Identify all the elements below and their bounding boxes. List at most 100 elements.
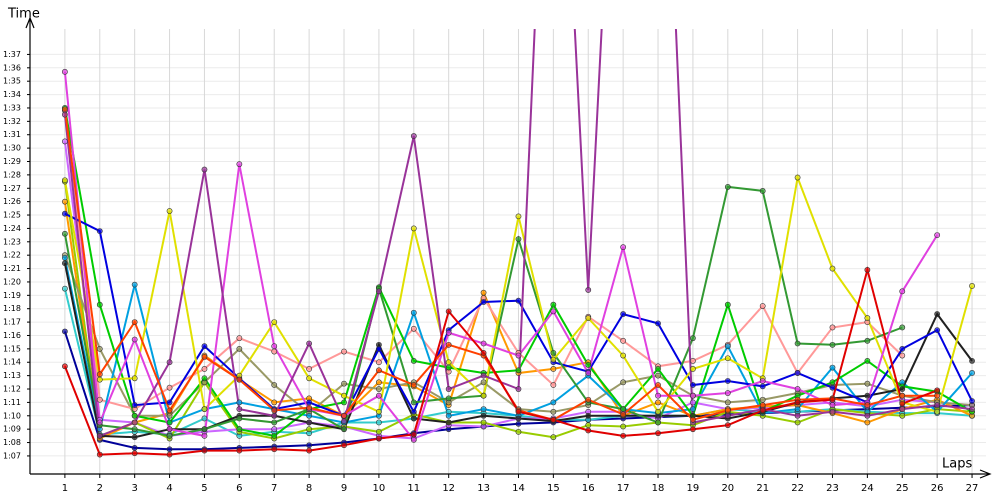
data-point — [655, 320, 661, 327]
data-point — [445, 419, 452, 426]
data-point — [445, 395, 452, 402]
data-point — [690, 399, 696, 406]
data-point — [131, 434, 138, 441]
data-point — [585, 370, 592, 376]
data-point — [620, 352, 627, 359]
data-point — [271, 426, 278, 433]
data-point — [794, 399, 801, 406]
data-point — [724, 184, 731, 190]
data-point — [585, 422, 592, 429]
x-tick-label: 21 — [756, 483, 769, 494]
data-point — [61, 254, 68, 261]
y-tick-label: 1:36 — [3, 63, 21, 72]
x-tick-label: 10 — [373, 483, 386, 494]
data-point — [969, 358, 975, 364]
data-point — [410, 309, 417, 316]
data-point — [655, 392, 661, 399]
data-point — [620, 337, 627, 344]
x-tick-label: 24 — [861, 483, 874, 494]
data-point — [724, 390, 731, 396]
data-point — [341, 399, 347, 406]
x-tick-label: 26 — [931, 483, 944, 494]
data-point — [96, 419, 103, 426]
y-tick-label: 1:34 — [3, 90, 21, 99]
y-tick-label: 1:27 — [3, 184, 21, 193]
data-point — [236, 345, 243, 352]
data-point — [585, 412, 592, 419]
data-point — [236, 406, 243, 412]
data-point — [131, 281, 138, 288]
data-point — [96, 396, 103, 403]
y-tick-label: 1:37 — [3, 50, 21, 59]
y-tick-label: 1:35 — [3, 77, 21, 86]
y-tick-label: 1:23 — [3, 237, 21, 246]
data-point — [271, 412, 278, 419]
data-point — [934, 402, 941, 408]
data-point — [515, 213, 522, 220]
data-point — [794, 174, 801, 181]
data-point — [61, 230, 68, 237]
series-line — [63, 71, 939, 442]
data-point — [96, 228, 103, 234]
data-point — [201, 343, 208, 350]
data-point — [61, 177, 68, 184]
data-point — [655, 399, 661, 406]
data-point — [166, 407, 173, 414]
data-point — [201, 432, 208, 439]
x-tick-label: 18 — [652, 483, 665, 494]
data-point — [341, 392, 347, 399]
data-point — [794, 406, 801, 412]
data-point — [166, 419, 173, 426]
data-point — [690, 366, 696, 372]
data-point — [61, 260, 68, 267]
y-tick-label: 1:15 — [3, 344, 21, 353]
x-tick-label: 6 — [236, 483, 242, 494]
data-point — [585, 362, 592, 368]
data-point — [515, 408, 522, 415]
data-point — [934, 392, 941, 399]
data-point — [131, 336, 138, 343]
data-point — [61, 198, 68, 205]
data-point — [271, 399, 278, 406]
x-tick-label: 13 — [477, 483, 490, 494]
data-point — [480, 372, 487, 379]
data-point — [864, 337, 871, 344]
series-line — [63, 265, 938, 456]
data-point — [376, 359, 382, 366]
data-point — [620, 406, 627, 412]
y-tick-label: 1:10 — [3, 411, 21, 420]
data-point — [236, 376, 243, 383]
x-tick-label: 12 — [442, 483, 455, 494]
data-point — [445, 359, 452, 366]
data-point — [96, 301, 103, 308]
y-tick-label: 1:16 — [3, 331, 21, 340]
data-point — [96, 345, 103, 352]
data-point — [131, 402, 138, 408]
y-tick-label: 1:33 — [3, 103, 21, 112]
data-point — [724, 343, 731, 350]
data-point — [306, 426, 313, 433]
data-point — [550, 382, 557, 388]
data-point — [306, 412, 313, 419]
y-tick-label: 1:30 — [3, 144, 21, 153]
data-point — [236, 399, 243, 406]
y-tick-label: 1:07 — [3, 451, 21, 460]
data-point — [969, 283, 975, 289]
data-point — [550, 301, 557, 308]
data-point — [341, 348, 347, 355]
data-point — [655, 408, 661, 415]
data-point — [341, 412, 347, 419]
y-tick-label: 1:21 — [3, 264, 21, 273]
data-point — [201, 353, 208, 360]
data-point — [445, 364, 452, 371]
y-tick-label: 1:09 — [3, 425, 21, 434]
data-point — [724, 301, 731, 308]
data-point — [724, 378, 731, 384]
data-point — [724, 412, 731, 419]
x-tick-label: 8 — [306, 483, 312, 494]
data-point — [934, 327, 941, 334]
x-tick-label: 11 — [407, 483, 420, 494]
data-point — [690, 426, 696, 433]
y-tick-label: 1:31 — [3, 130, 21, 139]
data-point — [759, 407, 766, 414]
